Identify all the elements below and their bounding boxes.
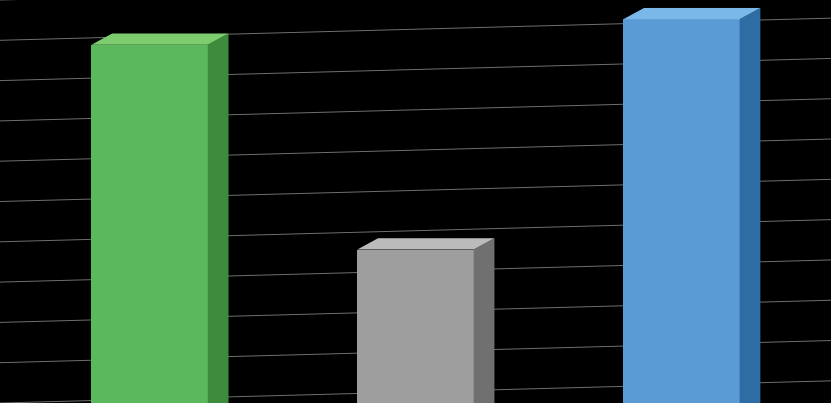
Polygon shape [357, 249, 474, 403]
Polygon shape [91, 33, 229, 45]
Polygon shape [623, 19, 740, 403]
Polygon shape [623, 8, 760, 19]
Polygon shape [91, 45, 208, 403]
Polygon shape [208, 33, 229, 403]
Polygon shape [357, 238, 494, 249]
Polygon shape [474, 238, 494, 403]
Polygon shape [740, 8, 760, 403]
